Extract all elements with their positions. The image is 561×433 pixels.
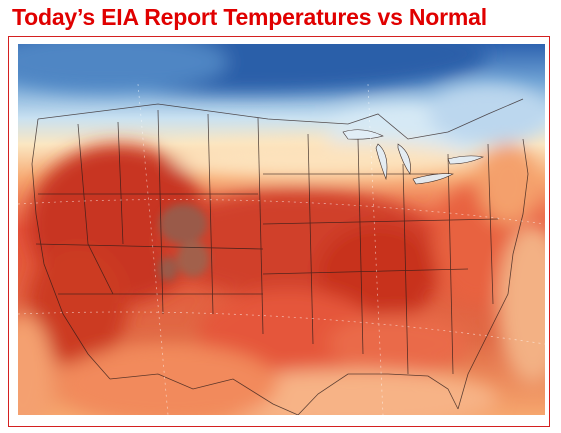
boundaries [31,98,529,415]
rockies-patch [158,204,209,281]
graticule [18,83,545,415]
great-lakes [342,129,484,185]
page-title: Today’s EIA Report Temperatures vs Norma… [12,4,487,30]
temperature-anomaly-map [18,44,545,415]
